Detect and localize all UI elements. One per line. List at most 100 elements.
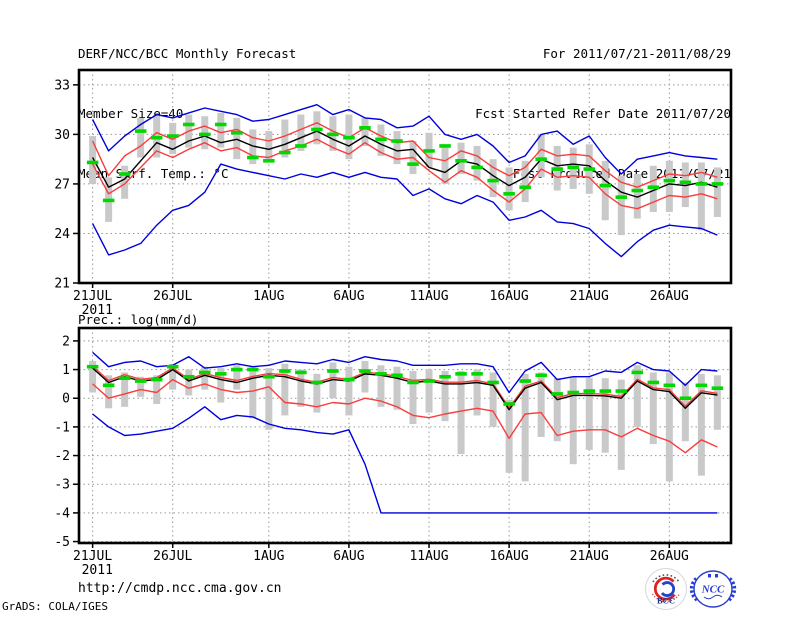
series-climatology-obs-dash <box>327 132 339 137</box>
y-tick-label: 2 <box>62 334 70 349</box>
x-tick-label: 1AUG <box>253 289 284 304</box>
ensemble-spread-bar <box>457 142 465 175</box>
x-tick-label: 21JUL <box>73 289 112 304</box>
series-climatology-obs-dash <box>215 372 227 376</box>
series-upper-range-line <box>92 365 718 409</box>
x-tick-label: 16AUG <box>490 289 529 304</box>
ensemble-spread-bar <box>217 368 225 403</box>
x-tick-label: 26JUL <box>153 289 192 304</box>
series-climatology-obs-dash <box>343 377 355 382</box>
ensemble-spread-bar <box>361 117 369 146</box>
ncc-logo: NCC <box>689 570 737 608</box>
series-climatology-obs-dash <box>263 374 275 379</box>
y-tick-label: -2 <box>54 449 70 464</box>
bcc-logo-bottom-arc-text <box>651 593 681 603</box>
x-tick-label: 26AUG <box>650 289 689 304</box>
precipitation-plot-frame <box>77 326 733 545</box>
refer-date-label: Fcst Started Refer Date 2011/07/20 <box>475 106 731 121</box>
series-climatology-obs-dash <box>279 369 291 373</box>
series-climatology-obs-dash <box>471 165 483 170</box>
series-climatology-obs-dash <box>439 374 451 379</box>
series-climatology-obs-dash <box>295 370 307 375</box>
series-climatology-obs-dash <box>150 135 163 140</box>
series-climatology-obs-dash <box>231 130 243 135</box>
series-ensemble-max-line <box>92 351 718 394</box>
series-ensemble-min-line <box>91 163 718 258</box>
ensemble-spread-bar <box>681 162 689 208</box>
ensemble-spread-bar <box>121 372 129 407</box>
series-climatology-obs-dash <box>375 372 387 376</box>
series-climatology-obs-dash <box>423 149 435 153</box>
series-climatology-obs-dash <box>695 383 708 388</box>
series-climatology-obs-dash <box>519 185 531 190</box>
series-climatology-obs-dash <box>439 144 451 148</box>
ensemble-spread-bar <box>537 372 545 437</box>
grads-credit: GrADS: COLA/IGES <box>2 600 108 613</box>
y-tick-label: 30 <box>54 128 70 143</box>
series-climatology-obs-dash <box>407 380 419 385</box>
bcc-logo: BCC <box>645 568 687 610</box>
ensemble-spread-bar <box>489 159 497 198</box>
ncc-logo-right-wreath <box>727 576 737 602</box>
ensemble-spread-bar <box>361 360 369 393</box>
ensemble-spread-bar <box>633 365 641 427</box>
series-climatology-obs-dash <box>583 389 595 393</box>
ensemble-spread-bar <box>89 360 97 393</box>
series-climatology-obs-dash <box>615 195 628 199</box>
series-climatology-obs-dash <box>711 386 724 390</box>
series-climatology-obs-dash <box>166 134 179 138</box>
ensemble-spread-bar <box>521 373 529 482</box>
series-lower-range-line <box>92 378 718 454</box>
series-lower-range-line <box>91 138 718 210</box>
forecast-range-label: For 2011/07/21-2011/08/29 <box>542 46 731 61</box>
ensemble-spread-bar <box>681 382 689 442</box>
ncc-logo-top-mark-1 <box>708 574 711 578</box>
series-climatology-obs-dash <box>199 370 211 375</box>
series-climatology-obs-dash <box>695 182 708 186</box>
series-climatology-obs-dash <box>679 180 692 185</box>
series-climatology-obs-dash <box>182 122 195 127</box>
series-climatology-obs-dash <box>118 376 131 380</box>
series-climatology-obs-dash <box>391 373 403 378</box>
ensemble-spread-bar <box>297 114 305 151</box>
series-climatology-obs-dash <box>343 135 355 140</box>
ensemble-spread-bar <box>489 372 497 427</box>
series-climatology-obs-dash <box>134 379 147 383</box>
y-tick-label: -4 <box>54 506 70 521</box>
series-climatology-obs-dash <box>631 370 644 375</box>
y-tick-label: -3 <box>54 478 70 493</box>
ensemble-spread-bar <box>105 375 113 409</box>
ensemble-spread-bar <box>569 376 577 465</box>
series-ensemble-min-line <box>92 406 718 514</box>
ensemble-spread-bar <box>713 167 721 217</box>
temperature-plot-frame <box>77 68 733 285</box>
bcc-logo-blue-swirl <box>660 581 676 597</box>
ensemble-spread-bar <box>457 371 465 455</box>
series-climatology-obs-dash <box>647 380 660 385</box>
x-tick-sublabel-year: 2011 <box>82 563 113 578</box>
series-ensemble-mean-line <box>91 130 718 198</box>
ensemble-spread-bar <box>425 369 433 413</box>
x-tick-label: 11AUG <box>409 289 448 304</box>
series-climatology-obs-dash <box>487 380 499 385</box>
ensemble-spread-bar <box>393 366 401 410</box>
ensemble-spread-bar <box>201 366 209 390</box>
x-tick-label: 21AUG <box>570 289 609 304</box>
ensemble-spread-bar <box>313 373 321 413</box>
series-climatology-obs-dash <box>535 373 547 378</box>
series-climatology-obs-dash <box>359 125 371 130</box>
ensemble-spread-bar <box>713 375 721 430</box>
ensemble-spread-bar <box>265 368 273 430</box>
bcc-logo-red-swirl <box>653 576 676 601</box>
series-climatology-obs-dash <box>487 178 499 183</box>
ensemble-spread-bar <box>121 165 129 199</box>
ensemble-spread-bar <box>473 369 481 416</box>
ensemble-spread-bar <box>377 365 385 407</box>
x-tick-sublabel-year: 2011 <box>82 303 113 318</box>
prec-chart-title: Prec.: log(mm/d) <box>78 312 199 327</box>
series-climatology-obs-dash <box>359 369 371 373</box>
y-tick-label: 21 <box>54 277 70 292</box>
series-ensemble-max-line <box>91 103 718 175</box>
ensemble-spread-bar <box>441 371 449 422</box>
